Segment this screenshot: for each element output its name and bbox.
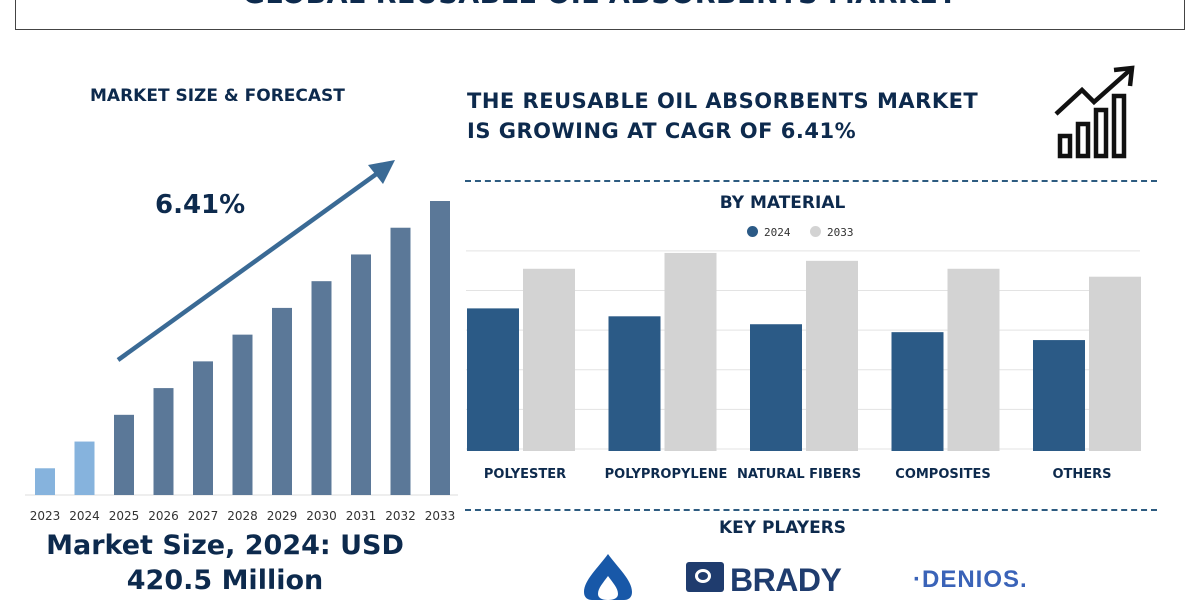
material-chart — [466, 250, 1141, 451]
forecast-bar-2028 — [232, 334, 253, 495]
forecast-tick-2024: 2024 — [69, 509, 100, 523]
cagr-value: 6.41% — [155, 190, 246, 220]
droplet-logo-icon — [584, 554, 632, 600]
growth-arrow-icon — [116, 160, 395, 362]
forecast-tick-2030: 2030 — [306, 509, 337, 523]
material-label-natural-fibers: NATURAL FIBERS — [736, 467, 862, 482]
material-chart-title: BY MATERIAL — [719, 193, 846, 213]
material-bar-2033-polypropylene — [664, 252, 717, 451]
forecast-bar-2026 — [153, 388, 174, 495]
brady-logo-text: BRADY — [730, 562, 842, 598]
forecast-tick-2032: 2032 — [385, 509, 416, 523]
forecast-bar-2030 — [311, 281, 332, 495]
material-bar-2024-others — [1033, 340, 1085, 451]
denios-dash-left-icon: · — [913, 566, 922, 593]
brady-logo-mark-icon — [695, 569, 711, 583]
page-title: GLOBAL REUSABLE OIL ABSORBENTS MARKET — [16, 0, 1184, 10]
legend-label-2033: 2033 — [827, 226, 854, 239]
divider-bottom — [465, 509, 1157, 511]
forecast-tick-2028: 2028 — [227, 509, 258, 523]
material-label-composites: COMPOSITES — [895, 467, 991, 482]
forecast-tick-2033: 2033 — [425, 509, 456, 523]
forecast-bar-2031 — [351, 254, 371, 495]
forecast-tick-2029: 2029 — [267, 509, 298, 523]
forecast-bar-2023 — [35, 468, 55, 495]
forecast-tick-2026: 2026 — [148, 509, 179, 523]
forecast-bar-2024 — [74, 441, 95, 495]
forecast-tick-2031: 2031 — [346, 509, 377, 523]
material-bar-2024-polypropylene — [608, 316, 661, 451]
divider-top — [465, 180, 1157, 182]
market-size-text: Market Size, 2024: USD 420.5 Million — [20, 528, 430, 598]
material-bar-2033-others — [1089, 276, 1141, 451]
legend-2033: 2033 — [810, 226, 854, 239]
headline: THE REUSABLE OIL ABSORBENTS MARKET IS GR… — [467, 86, 1037, 146]
legend-label-2024: 2024 — [764, 226, 791, 239]
denios-name: DENIOS — [922, 566, 1021, 593]
forecast-bar-2032 — [390, 227, 411, 495]
forecast-bar-2025 — [114, 414, 134, 495]
forecast-bar-2029 — [272, 307, 292, 495]
legend-2024: 2024 — [747, 226, 791, 239]
material-bar-2033-polyester — [523, 268, 575, 451]
forecast-bar-2027 — [193, 361, 213, 495]
denios-logo-text: ·DENIOS. — [913, 566, 1028, 594]
material-bar-2024-natural-fibers — [750, 324, 802, 451]
headline-line2: IS GROWING AT CAGR OF 6.41% — [467, 119, 857, 143]
header-frame: GLOBAL REUSABLE OIL ABSORBENTS MARKET — [15, 0, 1185, 30]
material-label-others: OTHERS — [1052, 467, 1112, 482]
market-size-line1: Market Size, 2024: USD — [46, 530, 404, 561]
denios-dash-right-icon: . — [1020, 566, 1028, 593]
material-label-polypropylene: POLYPROPYLENE — [604, 467, 728, 482]
headline-line1: THE REUSABLE OIL ABSORBENTS MARKET — [467, 89, 979, 113]
key-players-title: KEY PLAYERS — [718, 518, 847, 538]
forecast-tick-2027: 2027 — [188, 509, 219, 523]
material-bar-2033-natural-fibers — [806, 260, 858, 451]
forecast-tick-2023: 2023 — [30, 509, 61, 523]
growth-chart-icon — [1054, 65, 1135, 159]
forecast-subtitle: MARKET SIZE & FORECAST — [90, 86, 345, 106]
brady-logo — [686, 562, 724, 592]
market-size-line2: 420.5 Million — [126, 565, 324, 596]
material-bar-2024-polyester — [467, 308, 519, 451]
forecast-bar-2033 — [430, 201, 450, 495]
material-label-polyester: POLYESTER — [483, 467, 567, 482]
material-bar-2033-composites — [947, 268, 1000, 451]
legend-swatch-2033 — [810, 226, 821, 237]
legend-swatch-2024 — [747, 226, 758, 237]
forecast-tick-2025: 2025 — [109, 509, 140, 523]
material-bar-2024-composites — [891, 332, 944, 451]
forecast-chart: 2023 2024 2025 2026 2027 2028 2029 2030 2031 2032… — [25, 160, 458, 523]
